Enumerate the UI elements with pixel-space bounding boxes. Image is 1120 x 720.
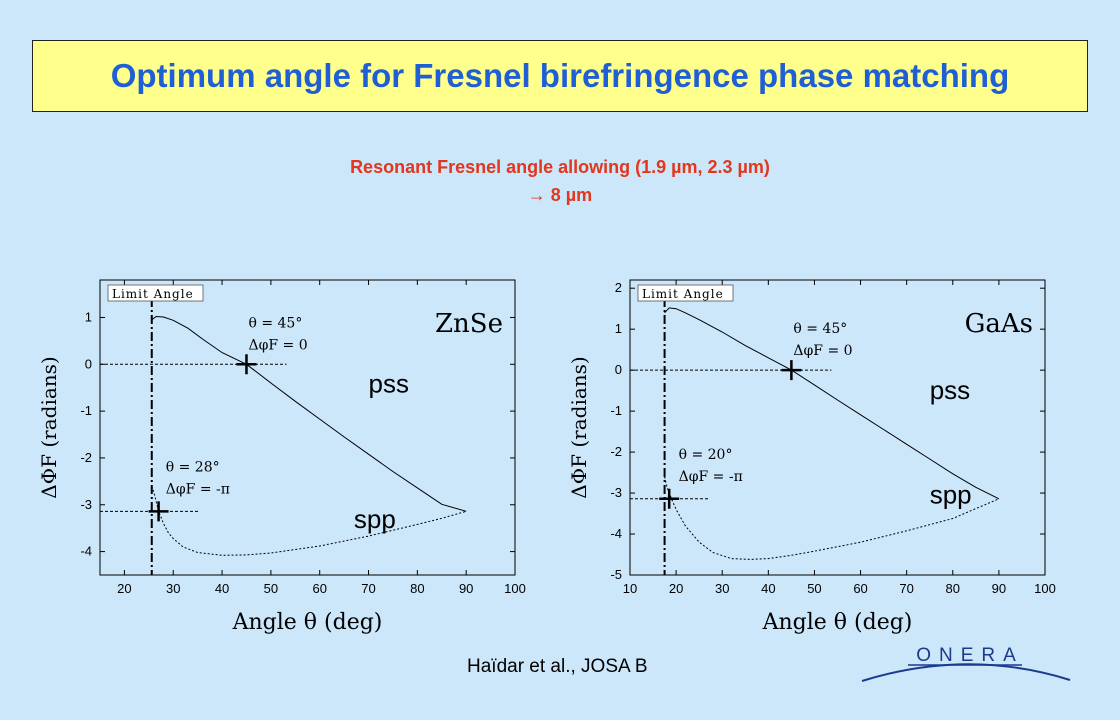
y-axis-label: ΔΦF (radians): [567, 356, 591, 498]
x-tick-label: 80: [410, 581, 424, 596]
series-label-spp: spp: [930, 479, 972, 509]
y-tick-label: -2: [80, 450, 92, 465]
annotation-marker: [781, 360, 802, 381]
x-tick-label: 100: [1034, 581, 1056, 596]
x-tick-label: 90: [459, 581, 473, 596]
material-label: ZnSe: [435, 309, 503, 339]
annotation-theta: θ = 20°: [679, 447, 733, 463]
x-tick-label: 50: [807, 581, 821, 596]
series-label-pss: pss: [930, 375, 970, 405]
y-tick-label: 0: [615, 362, 622, 377]
plot-frame: [629, 279, 1046, 576]
chart-znse: 20 30 40 50 60 70 80 90 100 1 0 -1 -2 -3 -4 Limit Angle…: [37, 279, 526, 635]
x-tick-label: 30: [166, 581, 180, 596]
x-axis-label: Angle θ (deg): [762, 610, 913, 635]
y-tick-label: -4: [80, 544, 92, 559]
y-tick-label: 0: [85, 356, 92, 371]
x-tick-label: 20: [117, 581, 131, 596]
y-tick-label: -2: [610, 444, 622, 459]
annotation-theta: θ = 45°: [248, 315, 302, 331]
x-tick-label: 60: [853, 581, 867, 596]
x-tick-label: 70: [899, 581, 913, 596]
limit-angle-box: [107, 284, 204, 302]
onera-logo: ONERA: [861, 645, 1071, 682]
x-tick-label: 100: [504, 581, 526, 596]
limit-angle-label: Limit Angle: [112, 287, 194, 301]
y-tick-label: 1: [615, 321, 622, 336]
y-axis-label: ΔΦF (radians): [37, 356, 61, 498]
x-tick-label: 40: [761, 581, 775, 596]
x-tick-label: 30: [715, 581, 729, 596]
title-box: Optimum angle for Fresnel birefringence …: [32, 40, 1088, 112]
annotation-theta: θ = 28°: [166, 459, 220, 475]
x-tick-label: 80: [946, 581, 960, 596]
series-line-spp: [151, 485, 467, 556]
x-axis-label: Angle θ (deg): [232, 610, 383, 635]
annotation-marker: [659, 488, 680, 509]
subtitle-line-1: Resonant Fresnel angle allowing (1.9 µm,…: [350, 157, 770, 177]
limit-angle-label: Limit Angle: [642, 287, 724, 301]
x-tick-label: 60: [312, 581, 326, 596]
limit-angle-box: [637, 284, 734, 302]
series-line-spp: [664, 476, 1000, 560]
annotation-phase: ΔφF = 0: [248, 337, 307, 353]
annotation-phase: ΔφF = 0: [793, 343, 852, 359]
plot-frame: [99, 279, 516, 576]
series-label-pss: pss: [369, 368, 409, 398]
y-tick-label: 2: [615, 280, 622, 295]
y-tick-label: 1: [85, 309, 92, 324]
y-tick-label: -1: [610, 403, 622, 418]
y-tick-label: -5: [610, 567, 622, 582]
x-tick-label: 70: [361, 581, 375, 596]
y-tick-label: -3: [610, 485, 622, 500]
x-tick-label: 90: [992, 581, 1006, 596]
logo-swoosh: [861, 663, 1071, 682]
y-tick-label: -3: [80, 497, 92, 512]
material-label: GaAs: [965, 309, 1033, 339]
citation: Haïdar et al., JOSA B: [467, 656, 648, 677]
annotation-theta: θ = 45°: [793, 321, 847, 337]
series-line-pss: [664, 307, 1000, 500]
x-tick-label: 20: [669, 581, 683, 596]
logo-text: ONERA: [916, 645, 1024, 666]
x-tick-label: 40: [215, 581, 229, 596]
x-tick-label: 50: [264, 581, 278, 596]
annotation-marker: [236, 354, 257, 375]
x-tick-label: 10: [623, 581, 637, 596]
chart-gaas: 10 20 30 40 50 60 70 80 90 100210-1-2-3-4-5Limit …: [567, 279, 1056, 635]
series-line-pss: [151, 315, 467, 512]
series-label-spp: spp: [354, 504, 396, 534]
page-title: Optimum angle for Fresnel birefringence …: [110, 57, 1010, 94]
annotation-phase: ΔφF = -π: [166, 481, 230, 497]
y-tick-label: -1: [80, 403, 92, 418]
annotation-marker: [148, 501, 169, 522]
annotation-phase: ΔφF = -π: [679, 469, 743, 485]
subtitle-line-2: → 8 µm: [527, 185, 593, 205]
y-tick-label: -4: [610, 526, 622, 541]
